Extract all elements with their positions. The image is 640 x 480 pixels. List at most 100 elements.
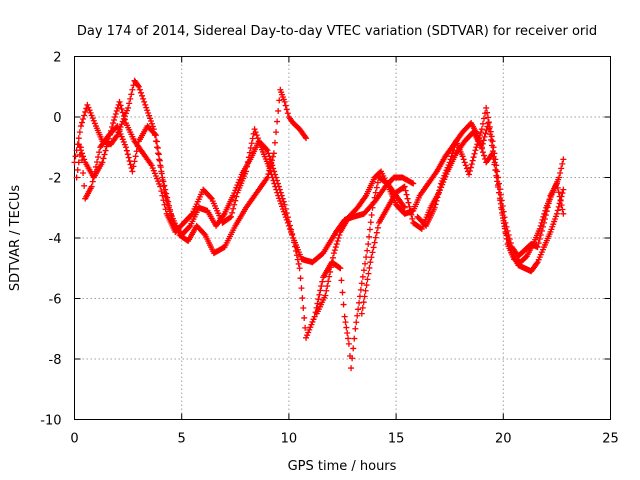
data-point — [557, 197, 564, 204]
data-point — [366, 226, 373, 233]
data-point — [311, 313, 318, 320]
data-point — [535, 240, 542, 247]
data-point — [155, 150, 162, 157]
data-point — [226, 214, 233, 221]
data-point — [368, 254, 375, 261]
data-point — [73, 174, 80, 181]
data-point — [160, 183, 167, 190]
data-point — [89, 178, 96, 185]
data-points — [71, 77, 567, 372]
data-point — [302, 133, 309, 140]
data-point — [91, 168, 98, 175]
data-point — [165, 204, 172, 211]
data-point — [156, 157, 163, 164]
data-point — [110, 120, 117, 127]
data-point — [136, 86, 143, 93]
data-point — [283, 210, 290, 217]
data-point — [137, 89, 144, 96]
data-point — [118, 105, 125, 112]
data-point — [333, 241, 340, 248]
data-point — [435, 190, 442, 197]
data-point — [162, 206, 169, 213]
data-point — [352, 325, 359, 332]
data-point — [367, 219, 374, 226]
data-point — [324, 283, 331, 290]
data-point — [314, 300, 321, 307]
data-point — [409, 215, 416, 222]
x-tick-label: 0 — [70, 432, 78, 447]
data-point — [264, 174, 271, 181]
data-point — [247, 144, 254, 151]
y-axis-label: SDTVAR / TECUs — [8, 185, 23, 292]
data-point — [285, 218, 292, 225]
data-point — [290, 235, 297, 241]
data-point — [495, 174, 502, 181]
data-point — [449, 150, 456, 157]
data-point — [162, 193, 169, 200]
data-point — [300, 305, 307, 312]
data-point — [477, 132, 484, 139]
data-point — [466, 168, 473, 175]
x-axis-label: GPS time / hours — [288, 459, 397, 474]
data-point — [341, 313, 348, 320]
data-point — [288, 226, 295, 233]
data-point — [292, 247, 299, 254]
data-point — [472, 147, 479, 154]
data-point — [369, 249, 376, 256]
data-point — [502, 219, 509, 226]
data-point — [327, 268, 334, 275]
data-point — [348, 365, 355, 372]
data-point — [75, 159, 82, 166]
y-tick-label: -2 — [49, 172, 62, 187]
data-point — [364, 247, 371, 254]
data-point — [281, 201, 288, 208]
data-point — [366, 264, 373, 271]
data-point — [363, 282, 370, 289]
data-point — [318, 283, 325, 290]
data-point — [265, 150, 272, 157]
y-tick-label: 2 — [53, 51, 61, 66]
y-tick-label: 0 — [53, 111, 61, 126]
data-series — [414, 104, 567, 260]
y-tick-label: -4 — [49, 232, 62, 247]
data-point — [317, 287, 324, 294]
data-point — [410, 180, 417, 187]
data-point — [319, 278, 326, 285]
data-point — [353, 319, 360, 326]
data-point — [461, 159, 468, 166]
data-point — [267, 156, 274, 163]
data-point — [478, 126, 485, 133]
y-tick-label: -10 — [40, 414, 61, 429]
data-point — [355, 306, 362, 313]
data-point — [271, 168, 278, 175]
data-point — [336, 264, 343, 271]
data-point — [343, 324, 350, 331]
data-point — [120, 112, 127, 119]
data-point — [282, 205, 289, 212]
data-point — [81, 182, 88, 189]
data-point — [471, 150, 478, 157]
data-point — [264, 147, 271, 154]
data-point — [286, 222, 293, 229]
data-point — [489, 138, 496, 145]
x-tick-label: 15 — [388, 432, 405, 447]
data-point — [77, 144, 84, 151]
data-point — [486, 123, 493, 130]
data-point — [72, 153, 79, 160]
data-point — [498, 197, 505, 204]
data-point — [228, 213, 235, 220]
data-point — [167, 212, 174, 219]
data-point — [401, 183, 408, 190]
data-point — [269, 162, 276, 169]
data-point — [560, 156, 567, 163]
chart-title: Day 174 of 2014, Sidereal Day-to-day VTE… — [77, 24, 597, 39]
data-point — [135, 83, 142, 90]
data-point — [140, 95, 147, 102]
data-point — [291, 239, 298, 246]
data-point — [283, 106, 290, 113]
data-point — [558, 165, 565, 172]
grid — [74, 56, 611, 420]
data-point — [271, 139, 278, 146]
data-point — [490, 144, 497, 151]
data-point — [95, 154, 102, 161]
